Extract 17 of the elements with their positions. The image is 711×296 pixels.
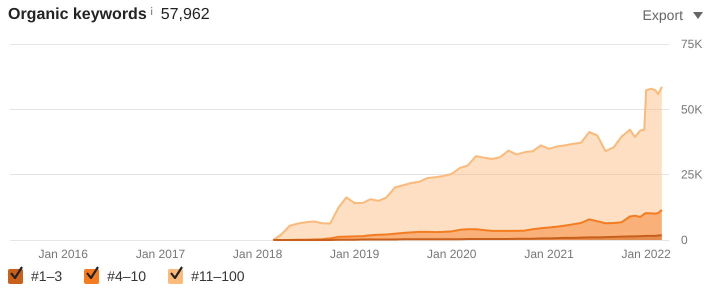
x-tick-label: Jan 2016	[38, 247, 88, 261]
x-tick-label: Jan 2019	[330, 247, 380, 261]
chart-subtitle: 57,962	[160, 6, 210, 24]
x-tick-label: Jan 2021	[524, 247, 574, 261]
x-tick-label: Jan 2018	[232, 247, 283, 261]
y-tick-label: 50K	[681, 102, 702, 116]
legend-label: #11–100	[191, 268, 245, 284]
x-tick-label: Jan 2017	[136, 247, 186, 261]
chart-title: Organic keywords	[8, 6, 147, 24]
y-tick-label: 25K	[681, 168, 702, 182]
text: Export	[642, 7, 683, 23]
legend-label: #1–3	[31, 268, 62, 284]
y-tick-label: 75K	[681, 37, 702, 51]
x-tick-label: Jan 2022	[621, 247, 672, 261]
y-tick-label: 0	[681, 233, 688, 247]
x-tick-label: Jan 2020	[427, 247, 477, 261]
legend-label: #4–10	[107, 268, 146, 284]
